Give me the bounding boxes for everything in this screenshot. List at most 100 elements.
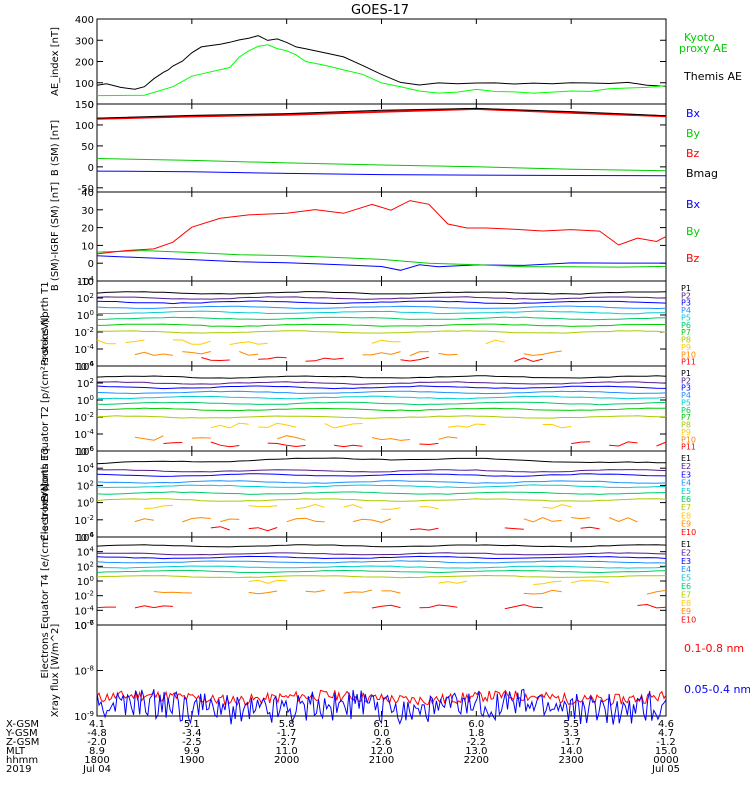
y-tick-label: 106 (77, 445, 95, 458)
y-tick-label: 0 (88, 259, 94, 270)
footer-value: 9.9 (184, 746, 200, 757)
footer-value: Jul 04 (82, 764, 111, 775)
channel-label-e5: E5 (681, 574, 691, 583)
y-tick-label: 400 (75, 15, 94, 26)
legend-b-bmag: Bmag (686, 167, 718, 180)
panel-ylabel: Protons North T1 (40, 281, 51, 365)
footer-row-label: Z-GSM (6, 737, 39, 748)
footer-value: -1.2 (656, 737, 676, 748)
footer-value: -1.7 (277, 728, 297, 739)
y-tick-label: 200 (75, 58, 94, 69)
y-tick-label: 10 (81, 241, 94, 252)
channel-label-p1: P1 (681, 369, 691, 378)
legend-xray-long: 0.1-0.8 nm (684, 642, 744, 655)
channel-label-p5: P5 (681, 313, 691, 322)
panel-2: B (SM) [nT] -50 0 50 100 150 (50, 100, 667, 195)
channel-line-p7 (96, 323, 666, 328)
panel-1: AE_index [nT] 0 100 200 300 400 (50, 15, 667, 111)
channel-line-e2 (96, 552, 667, 556)
channel-line-e7 (96, 498, 667, 502)
channel-label-e7: E7 (681, 590, 691, 599)
panel-8: Xray flux [W/m^2] 10-710-810-9 (50, 619, 667, 726)
y-tick-label: 10-4 (74, 343, 94, 356)
channel-label-e3: E3 (681, 557, 691, 566)
channel-line-p5 (97, 310, 666, 315)
y-tick-label: 100 (75, 121, 94, 132)
series-line-themis-ae (96, 35, 667, 90)
legend-themis-ae: Themis AE (683, 70, 742, 83)
channel-label-p7: P7 (681, 328, 691, 337)
footer-value: 2200 (464, 755, 489, 766)
footer-value: -3.4 (182, 728, 202, 739)
channel-line-e4 (96, 480, 667, 484)
y-tick-label: 0 (88, 100, 94, 111)
channel-label-p3: P3 (681, 299, 691, 308)
legend-kyoto: Kyoto (684, 31, 715, 44)
channel-label-p6: P6 (681, 406, 691, 415)
channel-line-p10 (134, 435, 458, 441)
channel-label-p11: P11 (681, 443, 696, 452)
panel-frame (96, 191, 667, 282)
y-tick-label: 102 (77, 377, 94, 390)
y-tick-label: 102 (77, 292, 94, 305)
channel-line-p8 (96, 330, 667, 334)
footer-value: 5.1 (184, 719, 200, 730)
footer-value: -2.5 (182, 737, 202, 748)
footer-value: -2.7 (277, 737, 297, 748)
y-tick-label: 300 (75, 36, 94, 47)
chart-title: GOES-17 (351, 3, 409, 18)
channel-label-p1: P1 (681, 284, 691, 293)
footer-value: 0.0 (374, 728, 390, 739)
y-tick-label: 50 (81, 142, 94, 153)
panel-ylabel: Protons Equator T2 [p/(cm²-s-sr-keV)] (40, 315, 51, 502)
channel-line-e8 (248, 579, 610, 585)
channel-line-e6 (96, 569, 667, 574)
y-tick-label: 100 (77, 309, 94, 322)
channel-line-e4 (96, 560, 667, 564)
channel-line-p1 (96, 291, 667, 295)
channel-line-p3 (96, 385, 667, 390)
channel-line-e10 (96, 603, 667, 610)
footer-value: 14.0 (560, 746, 582, 757)
y-tick-label: 102 (77, 479, 94, 492)
footer-value: 1800 (84, 755, 109, 766)
channel-line-e2 (96, 469, 667, 473)
channel-label-p8: P8 (681, 421, 691, 430)
panel-ylabel: B (SM) [nT] (50, 120, 61, 176)
xray-line-1 (96, 688, 667, 726)
legend-b-bz: Bz (686, 147, 700, 160)
legend-dbsm-bx: Bx (686, 198, 701, 211)
footer-value: 4.1 (89, 719, 105, 730)
y-tick-label: 10-8 (74, 665, 94, 678)
footer-value: 13.0 (465, 746, 487, 757)
channel-label-e9: E9 (681, 607, 691, 616)
y-tick-label: -50 (78, 184, 94, 195)
channel-line-e3 (96, 473, 667, 477)
channel-line-e1 (96, 457, 666, 465)
channel-line-e5 (96, 484, 667, 489)
channel-label-e7: E7 (681, 503, 691, 512)
y-tick-label: 100 (75, 79, 94, 90)
channel-label-p4: P4 (681, 306, 691, 315)
channel-label-e1: E1 (681, 540, 691, 549)
channel-label-p3: P3 (681, 384, 691, 393)
channel-line-e5 (96, 565, 667, 569)
footer-value: 15.0 (655, 746, 677, 757)
series-line-bmag (96, 107, 667, 119)
footer-value: 6.0 (468, 719, 484, 730)
footer-value: 1900 (179, 755, 204, 766)
footer-value: 4.7 (658, 728, 674, 739)
footer-value: -1.7 (561, 737, 581, 748)
series-line-kyoto-proxy-ae (96, 44, 667, 97)
channel-label-p5: P5 (681, 398, 691, 407)
panel-ylabel: Xray flux [W/m^2] (50, 624, 61, 718)
channel-label-p9: P9 (681, 343, 691, 352)
panel-6: Electrons North T3 10610410210010-210-4E1… (40, 445, 696, 544)
y-tick-label: 10-2 (74, 411, 94, 424)
legend-dbsm-bz: Bz (686, 252, 700, 265)
channel-line-p4 (96, 305, 667, 310)
footer-row-label: 2019 (6, 764, 31, 775)
series-line-bz (96, 200, 667, 255)
legend-dbsm-by: By (686, 225, 701, 238)
